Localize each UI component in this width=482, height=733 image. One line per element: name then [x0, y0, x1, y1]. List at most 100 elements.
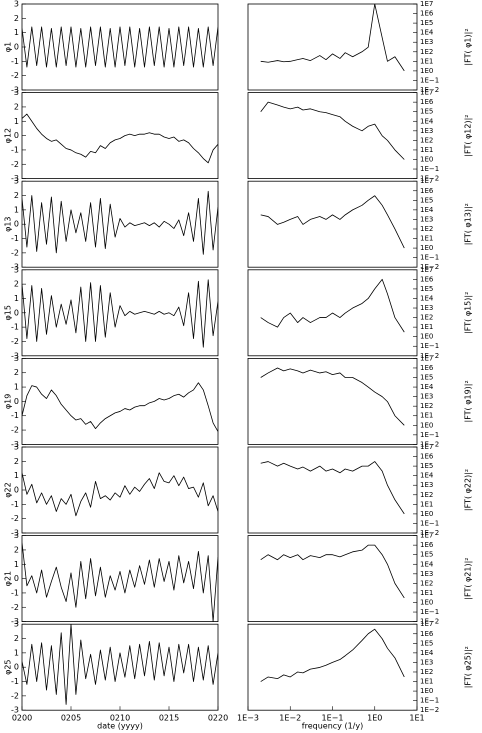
- y-tick-label: 1E−2: [420, 440, 439, 448]
- series-line: [22, 382, 218, 432]
- y-tick-label: -1: [11, 57, 19, 66]
- y-tick-label: 1E2: [420, 225, 433, 233]
- plot-frame: [21, 3, 219, 91]
- plot-frame: [247, 3, 418, 91]
- y-tick-label: 1E7: [420, 177, 433, 185]
- y-axis-label: |FT( φ15)|²: [464, 292, 473, 334]
- y-tick-label: 1E5: [420, 551, 433, 559]
- y-tick-label: -3: [11, 617, 19, 626]
- plot-frame: [21, 623, 219, 711]
- y-tick-label: 1E6: [420, 98, 434, 106]
- y-axis-label: φ12: [4, 128, 13, 143]
- y-tick-label: 1: [14, 471, 19, 480]
- y-tick-label: 3: [14, 620, 19, 629]
- y-tick-label: 1E5: [420, 196, 433, 204]
- y-tick-label: 1E1: [420, 146, 433, 154]
- y-tick-label: 1E−1: [420, 697, 439, 705]
- y-tick-label: 1E4: [420, 383, 434, 391]
- y-tick-label: 0: [14, 43, 19, 52]
- y-tick-label: 1E7: [420, 620, 433, 628]
- y-tick-label: 1E4: [420, 649, 434, 657]
- plot-frame: [21, 357, 219, 445]
- y-tick-label: 3: [14, 443, 19, 452]
- y-axis-label: φ15: [4, 305, 13, 320]
- y-tick-label: 1E2: [420, 579, 433, 587]
- y-tick-label: 3: [14, 265, 19, 274]
- y-tick-label: 1E−2: [420, 86, 439, 94]
- y-tick-label: 1E1: [420, 323, 433, 331]
- y-tick-label: 1E4: [420, 206, 434, 214]
- y-axis-label: φ22: [4, 482, 13, 497]
- plot-frame: [247, 623, 418, 711]
- y-tick-label: 1E7: [420, 0, 433, 8]
- y-tick-label: 1E5: [420, 19, 433, 27]
- y-tick-label: 3: [14, 531, 19, 540]
- y-tick-label: 3: [14, 88, 19, 97]
- plot-frame: [247, 357, 418, 445]
- y-axis-label: φ25: [4, 659, 13, 674]
- y-tick-label: 1E1: [420, 235, 433, 243]
- y-tick-label: 2: [14, 14, 19, 23]
- y-tick-label: 1E5: [420, 374, 433, 382]
- y-tick-label: 1E−1: [420, 342, 439, 350]
- plot-frame: [21, 535, 219, 622]
- y-tick-label: 2: [14, 545, 19, 554]
- y-axis-label: |FT( φ22)|²: [464, 469, 473, 511]
- y-tick-label: 1E3: [420, 38, 433, 46]
- y-axis-label: |FT( φ25)|²: [464, 646, 473, 688]
- y-tick-label: 1E−1: [420, 519, 439, 527]
- y-tick-label: -3: [11, 706, 19, 715]
- y-tick-label: 1E−1: [420, 608, 439, 616]
- plot-frame: [21, 269, 219, 357]
- y-axis-label: |FT( φ1)|²: [464, 28, 473, 65]
- series-line: [260, 628, 405, 682]
- y-tick-label: -2: [11, 160, 19, 169]
- x-axis-label: frequency (1/y): [302, 722, 363, 731]
- series-line: [22, 26, 218, 68]
- y-tick-label: 2: [14, 102, 19, 111]
- series-line: [260, 278, 405, 333]
- y-tick-label: 1E−2: [420, 175, 439, 183]
- x-tick-label: 0220: [208, 714, 228, 723]
- y-tick-label: 1E0: [420, 333, 433, 341]
- y-tick-label: 1E3: [420, 127, 433, 135]
- y-tick-label: 1E4: [420, 472, 434, 480]
- y-tick-label: 0: [14, 397, 19, 406]
- plot-frame: [21, 92, 219, 179]
- y-tick-label: 1E6: [420, 541, 434, 549]
- y-tick-label: -3: [11, 174, 19, 183]
- y-tick-label: 1E−2: [420, 529, 439, 537]
- y-tick-label: -1: [11, 145, 19, 154]
- y-tick-label: 0: [14, 131, 19, 140]
- y-tick-label: 1E1: [420, 57, 433, 65]
- x-tick-label: 1E−3: [237, 714, 259, 723]
- x-tick-label: 1E−1: [322, 714, 344, 723]
- y-tick-label: 1E2: [420, 314, 433, 322]
- y-tick-label: 1: [14, 648, 19, 657]
- y-tick-label: 1E7: [420, 266, 433, 274]
- y-axis-label: |FT( φ19)|²: [464, 380, 473, 422]
- y-axis-label: |FT( φ12)|²: [464, 115, 473, 157]
- y-tick-label: 1E6: [420, 630, 434, 638]
- y-tick-label: 1E−2: [420, 263, 439, 271]
- y-tick-label: 1E6: [420, 10, 434, 18]
- y-tick-label: 0: [14, 220, 19, 229]
- y-tick-label: 1E0: [420, 598, 433, 606]
- y-tick-label: 1E−2: [420, 352, 439, 360]
- y-tick-label: 1E1: [420, 500, 433, 508]
- y-tick-label: 1E2: [420, 136, 433, 144]
- y-tick-label: 1E−1: [420, 76, 439, 84]
- y-tick-label: 1E5: [420, 108, 433, 116]
- y-tick-label: 1E−2: [420, 618, 439, 626]
- y-tick-label: 1E6: [420, 187, 434, 195]
- y-tick-label: -2: [11, 603, 19, 612]
- y-tick-label: -2: [11, 337, 19, 346]
- y-tick-label: 0: [14, 308, 19, 317]
- y-axis-label: |FT( φ13)|²: [464, 203, 473, 245]
- series-line: [22, 542, 218, 622]
- y-tick-label: -2: [11, 248, 19, 257]
- y-tick-label: 1E0: [420, 687, 433, 695]
- y-tick-label: 3: [14, 177, 19, 186]
- y-tick-label: 1E1: [420, 678, 433, 686]
- x-tick-label: 0210: [110, 714, 130, 723]
